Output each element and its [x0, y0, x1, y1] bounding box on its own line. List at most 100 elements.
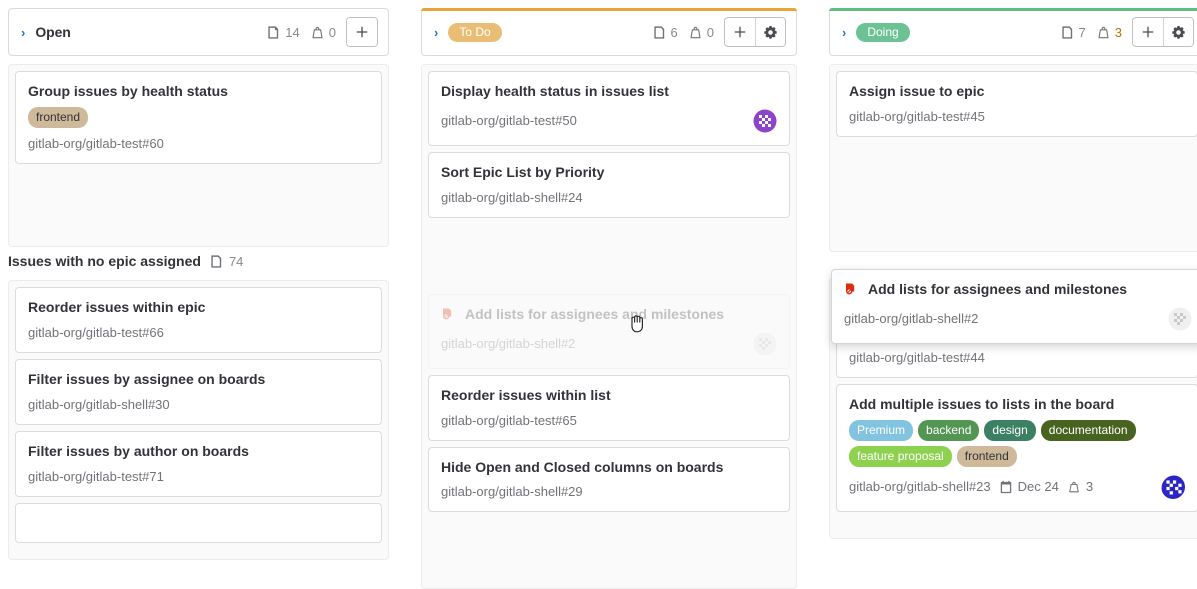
issue-card-footer: gitlab-org/gitlab-test#45	[849, 109, 1185, 124]
column-header-wrap-open: › Open 14 0	[0, 0, 397, 56]
issue-card-ref: gitlab-org/gitlab-shell#30	[28, 396, 170, 412]
column-accent-bar-todo	[421, 8, 797, 11]
issue-label[interactable]: design	[984, 419, 1036, 441]
card-list-doing-top: Assign issue to epic gitlab-org/gitlab-t…	[829, 64, 1197, 252]
issue-card[interactable]: Assign issue to epic gitlab-org/gitlab-t…	[836, 71, 1197, 137]
plus-icon	[355, 25, 369, 39]
weight-count-open: 0	[328, 24, 336, 40]
weight-icon	[688, 25, 703, 40]
add-issue-button-open[interactable]	[347, 18, 377, 46]
column-header-wrap-doing: › Doing 7 3	[821, 0, 1197, 56]
issue-count-group-todo: 6	[652, 25, 678, 40]
issue-count-open: 14	[285, 24, 300, 40]
column-actions-open	[346, 17, 378, 47]
column-header-doing[interactable]: › Doing 7 3	[829, 8, 1197, 56]
issue-card-title: Reorder issues within epic	[28, 299, 206, 315]
column-label-badge-todo: To Do	[448, 22, 502, 42]
issue-weight-text: 3	[1085, 479, 1094, 495]
add-issue-button-todo[interactable]	[725, 18, 755, 46]
chevron-right-icon[interactable]: ›	[21, 24, 26, 40]
issue-card-footer: gitlab-org/gitlab-test#44	[849, 350, 1185, 365]
issue-label[interactable]: backend	[918, 419, 980, 441]
issue-card[interactable]: Hide Open and Closed columns on boards g…	[428, 446, 790, 513]
board-column-todo: › To Do 6 0	[413, 0, 1197, 589]
issue-card-dragging[interactable]: Add lists for assignees and milestones g…	[831, 269, 1197, 344]
issue-card[interactable]: Display health status in issues list git…	[428, 71, 790, 146]
add-issue-button-doing[interactable]	[1133, 18, 1163, 46]
list-settings-button-doing[interactable]	[1163, 18, 1193, 46]
issue-label[interactable]: frontend	[28, 106, 89, 128]
column-label-badge-doing: Doing	[856, 22, 910, 42]
chevron-right-icon[interactable]: ›	[434, 24, 439, 40]
weight-icon	[1096, 25, 1111, 40]
issue-card-ref: gitlab-org/gitlab-test#66	[28, 324, 164, 340]
weight-count-doing: 3	[1114, 24, 1122, 40]
plus-icon	[1141, 25, 1155, 39]
issue-card-title: Sort Epic List by Priority	[441, 163, 605, 180]
issues-icon	[1060, 25, 1075, 40]
issue-card-footer: gitlab-org/gitlab-shell#29	[441, 484, 777, 499]
issue-card[interactable]	[15, 502, 382, 543]
issue-card-footer: gitlab-org/gitlab-test#50	[441, 108, 777, 133]
due-date: Dec 24	[999, 479, 1059, 494]
issue-card[interactable]: Reorder issues within epic gitlab-org/gi…	[15, 287, 382, 353]
avatar[interactable]	[1161, 475, 1185, 499]
issue-card[interactable]: Reorder issues within list gitlab-org/gi…	[428, 374, 790, 441]
issue-card-ref: gitlab-org/gitlab-test#45	[849, 108, 985, 124]
epic-subsection-header: Issues with no epic assigned 74	[0, 247, 397, 273]
issue-card[interactable]: Sort Epic List by Priority gitlab-org/gi…	[428, 151, 790, 218]
card-list-todo: Display health status in issues list git…	[421, 64, 797, 589]
weight-group-doing: 3	[1096, 25, 1122, 40]
avatar[interactable]	[753, 108, 777, 133]
issue-card-drop-placeholder: Add lists for assignees and milestones g…	[428, 293, 790, 369]
issue-card-ref: gitlab-org/gitlab-shell#23	[849, 479, 991, 495]
issue-card[interactable]: Add multiple issues to lists in the boar…	[836, 383, 1197, 512]
issue-card[interactable]: Filter issues by assignee on boards gitl…	[15, 358, 382, 425]
issues-icon	[266, 25, 281, 40]
chevron-right-icon[interactable]: ›	[842, 24, 847, 40]
issue-card-footer: gitlab-org/gitlab-test#60	[28, 136, 369, 151]
issue-card-labels: frontend	[28, 106, 369, 128]
epic-subsection-title: Issues with no epic assigned	[8, 253, 201, 269]
issue-card-footer: gitlab-org/gitlab-shell#30	[28, 397, 369, 412]
issue-card-footer: gitlab-org/gitlab-shell#2	[441, 332, 777, 356]
issue-card-title: Display health status in issues list	[441, 83, 669, 99]
issue-card-ref: gitlab-org/gitlab-test#44	[849, 349, 985, 365]
issue-card-title: Reorder issues within list	[441, 386, 611, 403]
column-title-open: Open	[35, 24, 71, 40]
issue-card-footer: gitlab-org/gitlab-test#65	[441, 413, 777, 428]
column-accent-bar-doing	[829, 8, 1197, 11]
issue-card-ref: gitlab-org/gitlab-shell#24	[441, 189, 583, 205]
issue-card[interactable]: Filter issues by author on boards gitlab…	[15, 430, 382, 497]
due-date-text: Dec 24	[1017, 479, 1059, 495]
issue-card-title-text: Add lists for assignees and milestones	[465, 305, 725, 322]
issue-card-title-text: Add lists for assignees and milestones	[868, 281, 1128, 297]
issue-card-title: Group issues by health status	[28, 83, 228, 99]
issue-card-footer: gitlab-org/gitlab-shell#2	[844, 307, 1192, 331]
issue-card-title: Add multiple issues to lists in the boar…	[849, 395, 1115, 412]
issue-card-ref: gitlab-org/gitlab-shell#2	[441, 336, 576, 352]
avatar[interactable]	[1168, 307, 1192, 331]
epic-subsection-count: 74	[228, 253, 244, 269]
epic-subsection-count-group: 74	[209, 254, 243, 269]
column-header-open[interactable]: › Open 14 0	[8, 8, 389, 56]
column-meta-todo: 6 0	[652, 17, 786, 47]
issue-card-title: Filter issues by author on boards	[28, 442, 249, 459]
issue-card-ref: gitlab-org/gitlab-test#71	[28, 468, 164, 484]
list-settings-button-todo[interactable]	[755, 18, 785, 46]
weight-icon	[1067, 480, 1081, 494]
issue-label[interactable]: documentation	[1040, 419, 1136, 441]
column-header-todo[interactable]: › To Do 6 0	[421, 8, 797, 56]
column-meta-doing: 7 3	[1060, 17, 1194, 47]
issue-card-footer: gitlab-org/gitlab-shell#23 Dec 24 3	[849, 475, 1185, 499]
issue-card-ref: gitlab-org/gitlab-shell#2	[844, 311, 979, 327]
issue-label[interactable]: frontend	[956, 445, 1017, 467]
issue-label[interactable]: feature proposal	[849, 445, 952, 467]
issue-card-ref: gitlab-org/gitlab-test#65	[441, 412, 577, 428]
issue-card[interactable]: Group issues by health status frontend g…	[15, 71, 382, 164]
issue-blocked-icon	[441, 306, 457, 322]
weight-group-open: 0	[310, 25, 336, 40]
weight-count-todo: 0	[706, 24, 714, 40]
issue-label[interactable]: Premium	[849, 419, 914, 441]
